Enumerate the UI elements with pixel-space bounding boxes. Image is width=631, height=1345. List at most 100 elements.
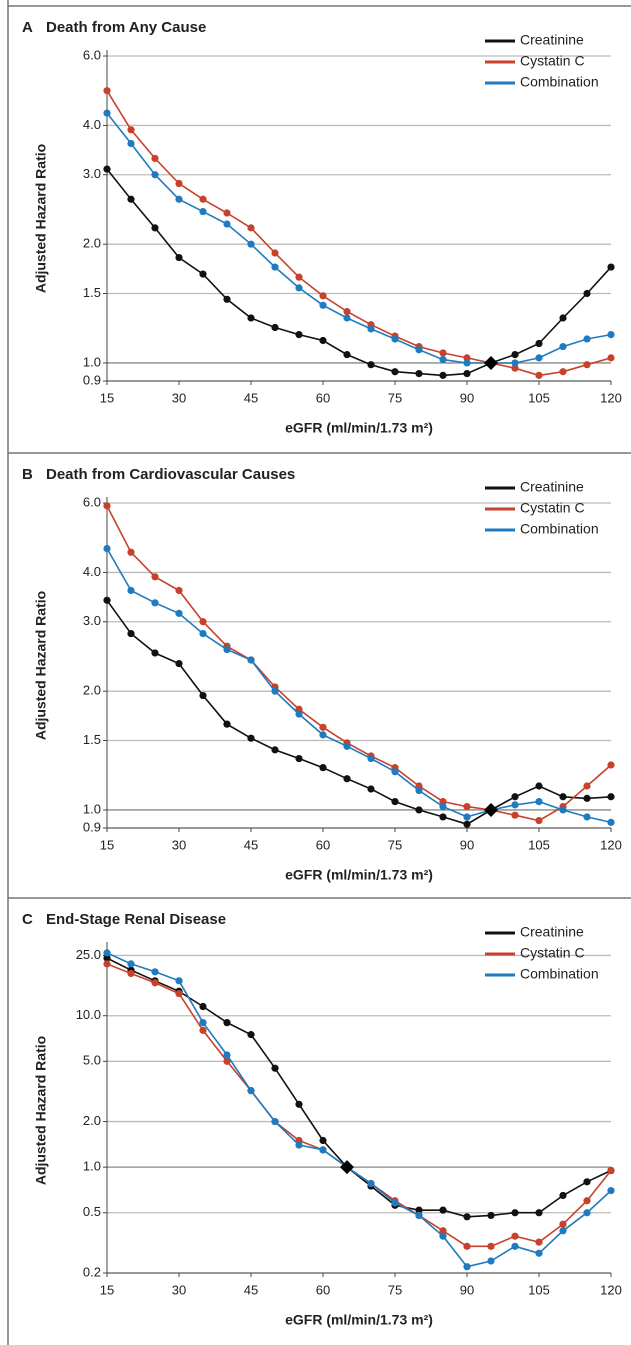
data-point [511, 1232, 519, 1240]
data-point [103, 960, 111, 968]
x-tick-label: 45 [244, 837, 258, 852]
legend-label: Combination [520, 521, 599, 537]
panel-label: A [22, 19, 33, 36]
data-point [511, 1209, 519, 1217]
data-point [511, 1242, 519, 1250]
reference-point [340, 1160, 354, 1175]
data-point [391, 368, 399, 376]
data-point [511, 793, 519, 801]
data-point [151, 171, 159, 179]
data-point [295, 284, 303, 292]
data-point [607, 1166, 615, 1175]
legend-label: Combination [520, 966, 599, 982]
data-point [127, 629, 135, 638]
data-point [295, 1100, 303, 1108]
data-point [151, 649, 159, 657]
data-point [319, 731, 327, 739]
y-tick-label: 2.0 [83, 1113, 101, 1128]
data-point [607, 761, 615, 769]
x-tick-label: 120 [600, 1282, 622, 1297]
x-tick-label: 60 [316, 390, 330, 405]
data-point [463, 1263, 471, 1271]
x-tick-label: 75 [388, 837, 402, 852]
y-tick-label: 10.0 [76, 1007, 101, 1022]
data-point [175, 253, 183, 262]
panel-label: C [22, 911, 33, 928]
data-point [295, 710, 303, 718]
data-point [199, 270, 207, 278]
data-point [295, 754, 303, 763]
data-point [391, 335, 399, 343]
data-point [439, 813, 447, 821]
x-tick-label: 105 [528, 390, 550, 405]
data-point [535, 1249, 543, 1257]
data-point [583, 782, 591, 790]
data-point [535, 1238, 543, 1246]
data-point [439, 797, 447, 806]
data-point [583, 289, 591, 298]
data-point [271, 1117, 279, 1126]
data-point [199, 1026, 207, 1034]
data-point [175, 977, 183, 985]
legend-label: Creatinine [520, 479, 584, 495]
y-tick-label: 0.5 [83, 1204, 101, 1219]
data-point [463, 1213, 471, 1221]
data-point [463, 820, 471, 828]
panel-title: Death from Cardiovascular Causes [46, 466, 295, 483]
data-point [511, 801, 519, 809]
data-point [319, 1146, 327, 1154]
data-point [343, 314, 351, 322]
data-point [367, 325, 375, 333]
data-point [583, 1209, 591, 1217]
data-point [199, 207, 207, 216]
data-point [319, 292, 327, 300]
y-tick-label: 2.0 [83, 236, 101, 251]
data-point [151, 573, 159, 581]
data-point [463, 359, 471, 367]
y-tick-label: 0.2 [83, 1264, 101, 1279]
data-point [367, 754, 375, 763]
data-point [175, 659, 183, 668]
data-point [295, 273, 303, 281]
series-line [106, 952, 612, 1268]
y-tick-label: 4.0 [83, 117, 101, 132]
data-point [439, 349, 447, 357]
data-point [103, 954, 111, 962]
data-point [583, 1197, 591, 1205]
data-point [439, 1227, 447, 1235]
data-point [439, 1232, 447, 1240]
data-point [247, 734, 255, 742]
series-line [106, 112, 612, 364]
y-tick-label: 3.0 [83, 166, 101, 181]
data-point [247, 314, 255, 322]
data-point [343, 775, 351, 783]
data-point [175, 989, 183, 998]
y-tick-label: 1.0 [83, 1159, 101, 1174]
data-point [607, 818, 615, 826]
x-tick-label: 75 [388, 390, 402, 405]
data-point [415, 786, 423, 795]
data-point [175, 609, 183, 617]
data-point [535, 371, 543, 379]
series-line [106, 505, 612, 822]
data-point [607, 793, 615, 801]
y-tick-label: 0.9 [83, 819, 101, 834]
data-point [271, 263, 279, 271]
data-point [151, 599, 159, 607]
data-point [583, 1178, 591, 1186]
data-point [103, 949, 111, 957]
data-point [175, 179, 183, 188]
data-point [559, 314, 567, 322]
y-tick-label: 1.0 [83, 354, 101, 369]
panel-label: B [22, 466, 33, 483]
data-point [199, 629, 207, 638]
x-tick-label: 120 [600, 837, 622, 852]
y-axis-title: Adjusted Hazard Ratio [33, 1036, 49, 1185]
series-line [106, 90, 612, 377]
data-point [127, 969, 135, 978]
x-tick-label: 30 [172, 1282, 186, 1297]
x-tick-label: 105 [528, 837, 550, 852]
data-point [559, 793, 567, 801]
data-point [607, 263, 615, 271]
data-point [487, 1257, 495, 1265]
